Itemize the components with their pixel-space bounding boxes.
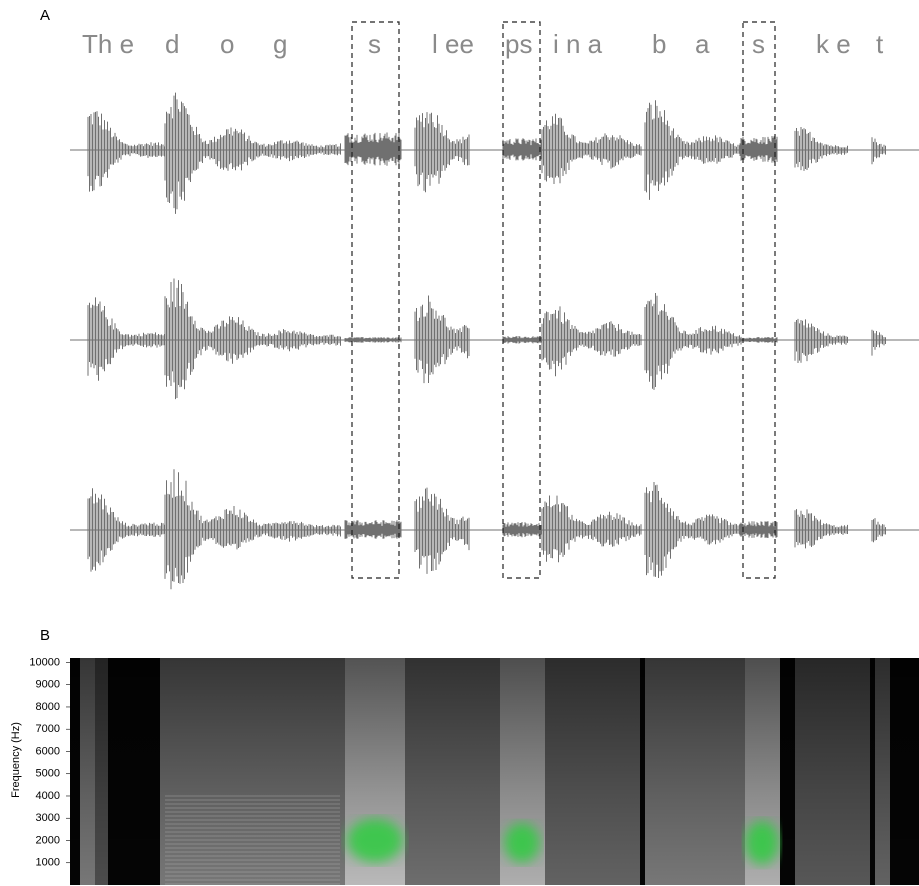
segment-label: o xyxy=(220,29,234,59)
y-tick-label: 9000 xyxy=(36,679,60,691)
dashed-box xyxy=(352,22,399,578)
segment-label: s xyxy=(368,29,381,59)
highlight-blob xyxy=(504,823,540,863)
segment-label: b xyxy=(652,29,666,59)
segment-label: l ee xyxy=(432,29,474,59)
panel-label: A xyxy=(40,7,50,24)
segment-label: Th e xyxy=(82,29,134,59)
y-tick-label: 8000 xyxy=(36,701,60,713)
y-tick-label: 2000 xyxy=(36,834,60,846)
segment-label: t xyxy=(876,29,884,59)
y-axis-label: Frequency (Hz) xyxy=(10,722,22,798)
segment-label: g xyxy=(273,29,287,59)
highlight-blob xyxy=(745,821,779,865)
panel-label: B xyxy=(40,627,50,644)
segment-label: a xyxy=(695,29,710,59)
y-tick-label: 4000 xyxy=(36,790,60,802)
segment-label: k e xyxy=(816,29,851,59)
y-tick-label: 7000 xyxy=(36,723,60,735)
highlight-blob xyxy=(347,818,403,862)
segment-label: i n a xyxy=(553,29,603,59)
y-tick-label: 3000 xyxy=(36,812,60,824)
segment-label: ps xyxy=(505,29,532,59)
y-tick-label: 1000 xyxy=(36,857,60,869)
spectrogram xyxy=(70,658,919,885)
segment-label: s xyxy=(752,29,765,59)
spectrogram-fade xyxy=(70,658,919,885)
waveform xyxy=(70,93,919,214)
y-tick-label: 6000 xyxy=(36,745,60,757)
y-tick-label: 10000 xyxy=(29,656,60,668)
y-tick-label: 5000 xyxy=(36,768,60,780)
dashed-box xyxy=(503,22,540,578)
highlight-boxes xyxy=(352,22,775,578)
figure: A B Frequency (Hz) Th e d o g s l ee ps i n a ba… xyxy=(0,0,919,886)
dashed-box xyxy=(743,22,775,578)
waveform xyxy=(70,279,919,400)
waveforms xyxy=(70,93,919,590)
segment-label: d xyxy=(165,29,179,59)
waveform xyxy=(70,469,919,589)
